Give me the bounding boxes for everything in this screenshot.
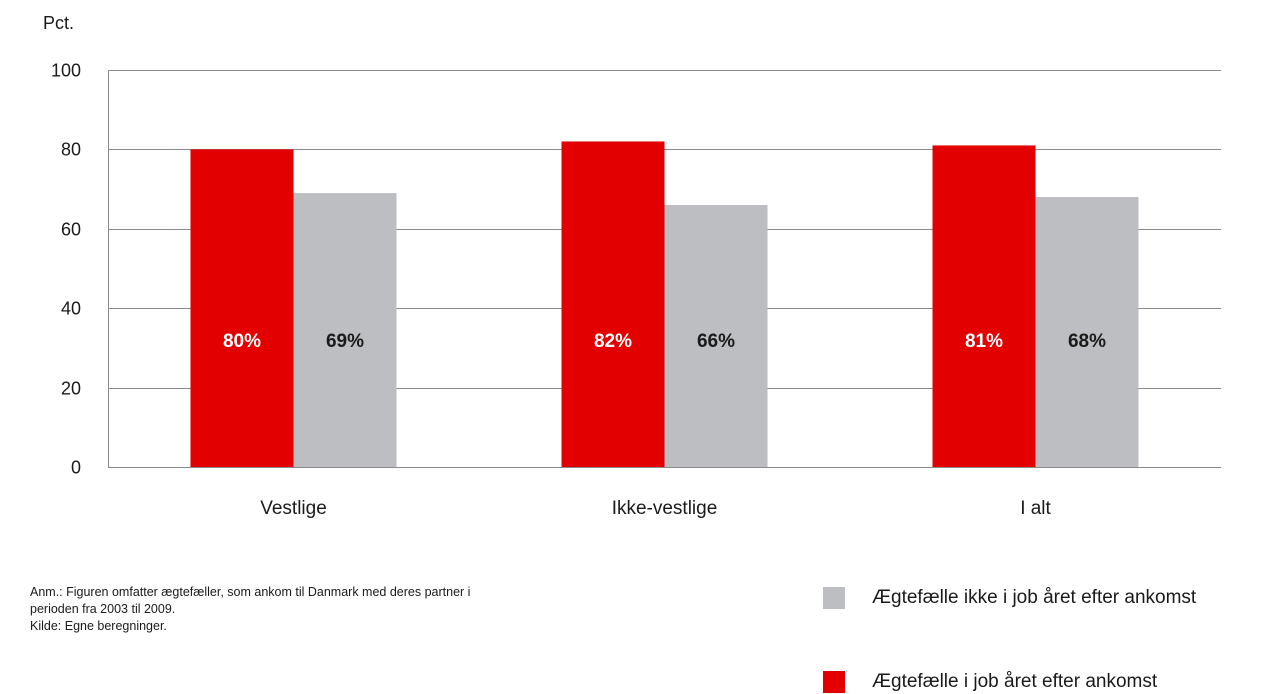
bar	[293, 193, 397, 467]
data-labels: 80% 69% 82% 66% 81% 68%	[223, 331, 1106, 352]
legend-item-in-job: Ægtefælle i job året efter ankomst	[823, 671, 1157, 693]
legend-swatch	[823, 671, 845, 693]
data-label: 80%	[223, 331, 261, 352]
y-tick-label: 0	[71, 458, 81, 478]
bar	[1035, 197, 1139, 468]
bars	[190, 141, 1139, 468]
bar	[561, 141, 665, 467]
data-label: 66%	[697, 331, 735, 352]
legend-label: Ægtefælle i job året efter ankomst	[872, 671, 1158, 692]
legend-item-not-in-job: Ægtefælle ikke i job året efter ankomst	[823, 587, 1196, 609]
y-tick-label: 20	[61, 379, 81, 399]
footnotes: Anm.: Figuren omfatter ægtefæller, som a…	[30, 584, 610, 635]
bar	[664, 204, 768, 468]
legend-label: Ægtefælle ikke i job året efter ankomst	[872, 587, 1197, 608]
bar-chart: Pct. 0 20 40 60 80 100 80% 69% 82% 66% 81% 68% Ves…	[43, 13, 1221, 519]
y-axis-ticks: 0 20 40 60 80 100	[51, 61, 81, 478]
bar	[190, 149, 294, 467]
data-label: 81%	[965, 331, 1003, 352]
x-category-label: I alt	[1020, 498, 1051, 519]
y-tick-label: 40	[61, 299, 81, 319]
y-tick-label: 100	[51, 61, 81, 81]
data-label: 82%	[594, 331, 632, 352]
y-tick-label: 60	[61, 220, 81, 240]
y-axis-unit-label: Pct.	[43, 13, 74, 33]
x-category-label: Vestlige	[260, 498, 327, 519]
source-line: Kilde: Egne beregninger.	[30, 619, 167, 633]
data-label: 68%	[1068, 331, 1106, 352]
bar	[932, 145, 1036, 467]
legend-swatch	[823, 587, 845, 609]
footnote-line: Anm.: Figuren omfatter ægtefæller, som a…	[30, 585, 471, 599]
data-label: 69%	[326, 331, 364, 352]
x-axis-categories: Vestlige Ikke-vestlige I alt	[260, 498, 1051, 519]
footnote-line: perioden fra 2003 til 2009.	[30, 602, 176, 616]
y-tick-label: 80	[61, 140, 81, 160]
x-category-label: Ikke-vestlige	[612, 498, 718, 519]
